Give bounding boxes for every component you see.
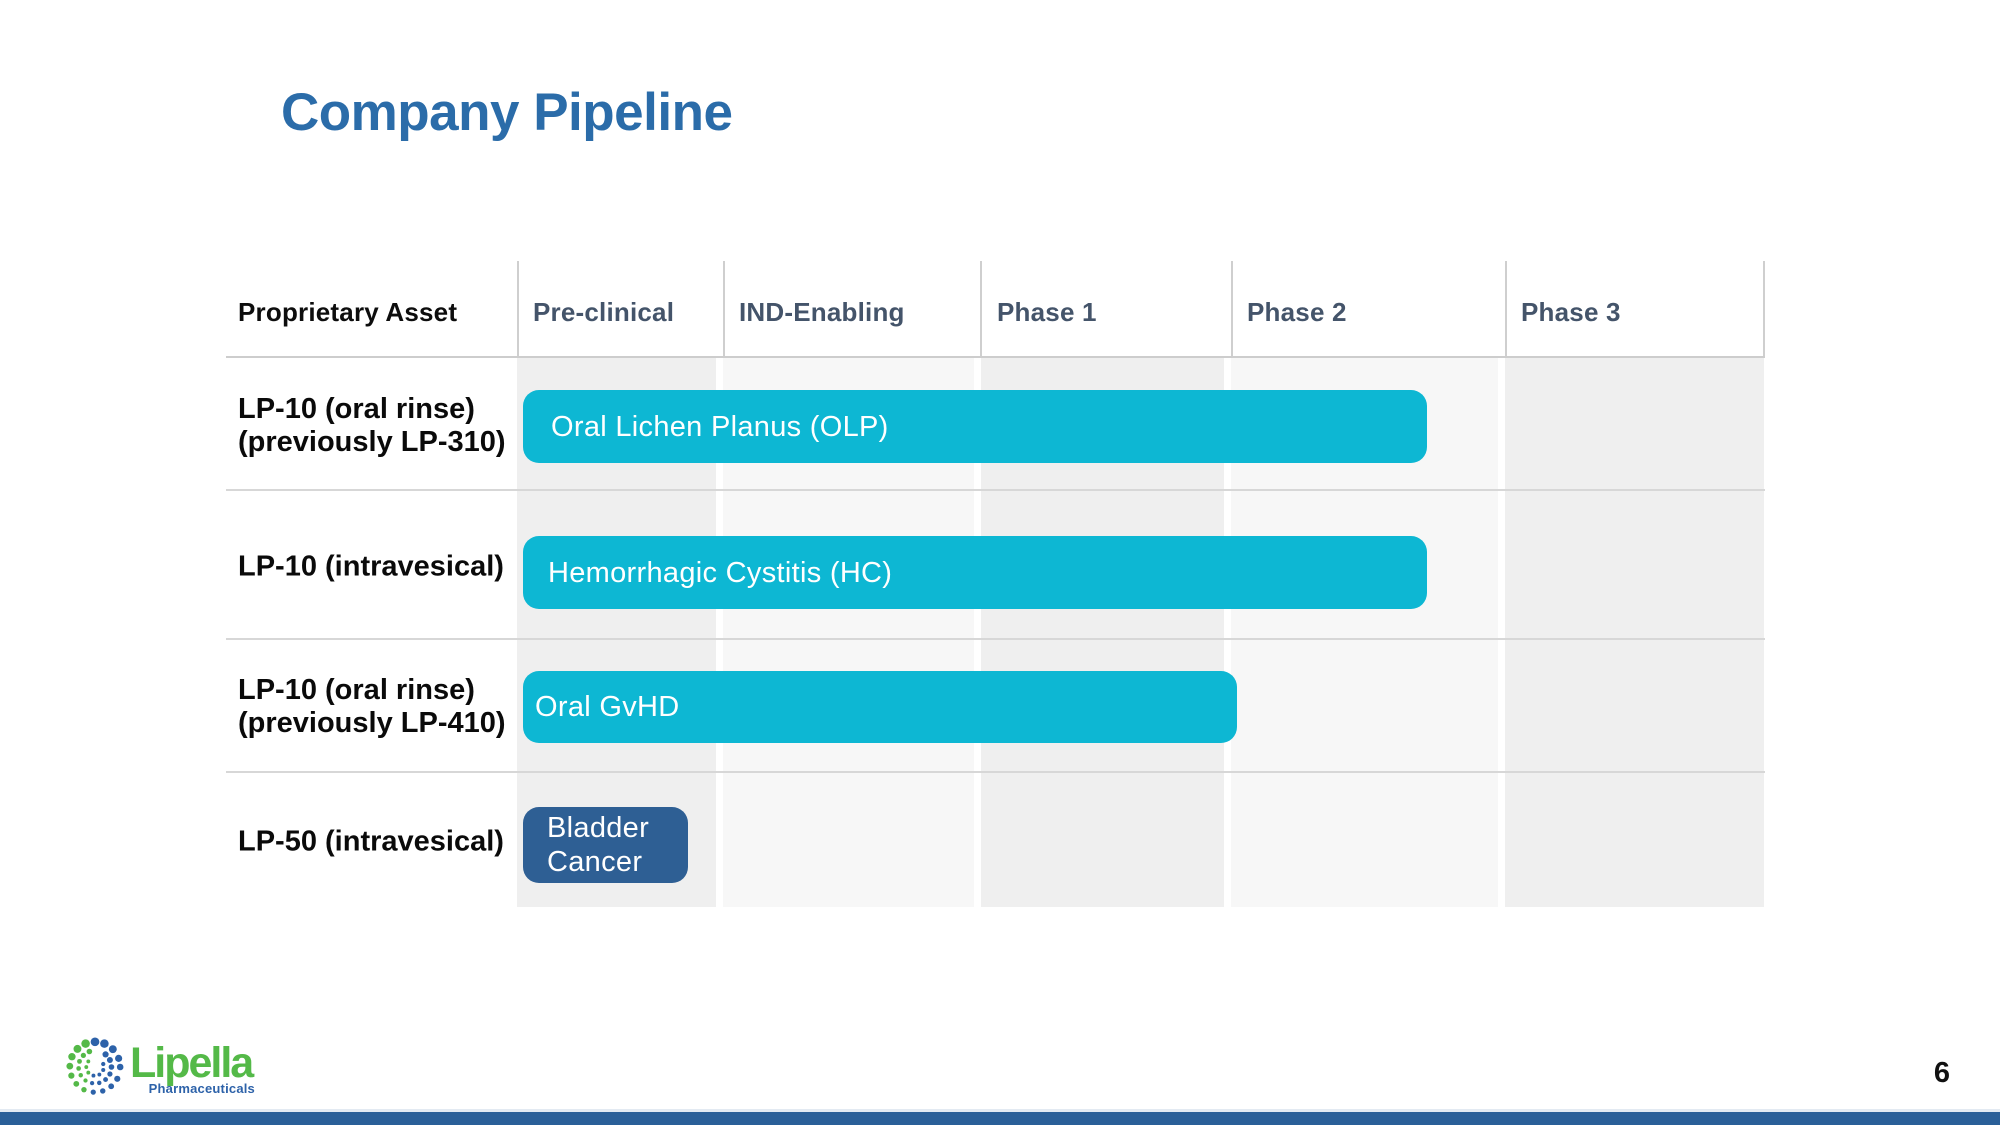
asset-name-alias: (previously LP-310) xyxy=(238,426,518,459)
header-divider xyxy=(1505,261,1507,358)
pipeline-bar-oral-gvhd: Oral GvHD xyxy=(523,671,1237,743)
page-number: 6 xyxy=(1934,1057,1950,1090)
header-divider xyxy=(1763,261,1765,358)
row-separator xyxy=(226,638,1765,640)
column-header-phase2: Phase 2 xyxy=(1247,297,1347,328)
pipeline-bar-hc: Hemorrhagic Cystitis (HC) xyxy=(523,536,1427,609)
header-divider xyxy=(517,261,519,358)
row-label-lp10-intravesical: LP-10 (intravesical) xyxy=(238,551,518,584)
lipella-logo: Lipella Pharmaceuticals xyxy=(130,1042,255,1096)
bar-label: Oral GvHD xyxy=(535,690,680,724)
column-header-preclinical: Pre-clinical xyxy=(533,297,674,328)
asset-name: LP-10 (oral rinse) xyxy=(238,393,518,426)
asset-name-alias: (previously LP-410) xyxy=(238,707,518,740)
row-label-lp10-oral-rinse-310: LP-10 (oral rinse) (previously LP-310) xyxy=(238,393,518,459)
column-header-ind-enabling: IND-Enabling xyxy=(739,297,905,328)
bar-label: Hemorrhagic Cystitis (HC) xyxy=(548,556,892,590)
row-label-lp10-oral-rinse-410: LP-10 (oral rinse) (previously LP-410) xyxy=(238,674,518,740)
pipeline-bar-olp: Oral Lichen Planus (OLP) xyxy=(523,390,1427,463)
footer-strip xyxy=(0,1109,2000,1125)
lipella-wordmark: Lipella xyxy=(130,1042,255,1084)
lipella-swirl-icon xyxy=(64,1036,126,1098)
bar-label: Oral Lichen Planus (OLP) xyxy=(551,410,889,444)
column-header-proprietary-asset: Proprietary Asset xyxy=(238,297,457,328)
header-divider xyxy=(980,261,982,358)
pipeline-bar-bladder-cancer: Bladder Cancer xyxy=(523,807,688,883)
column-header-phase3: Phase 3 xyxy=(1521,297,1621,328)
header-divider xyxy=(723,261,725,358)
header-divider xyxy=(1231,261,1233,358)
row-separator xyxy=(226,771,1765,773)
header-bottom-rule xyxy=(226,356,1765,358)
column-header-phase1: Phase 1 xyxy=(997,297,1097,328)
asset-name: LP-10 (intravesical) xyxy=(238,551,518,584)
bar-label: Bladder Cancer xyxy=(547,811,680,879)
asset-name: LP-10 (oral rinse) xyxy=(238,674,518,707)
page-title: Company Pipeline xyxy=(281,84,732,142)
column-stripe-phase3 xyxy=(1505,358,1764,907)
asset-name: LP-50 (intravesical) xyxy=(238,826,518,859)
row-separator xyxy=(226,489,1765,491)
row-label-lp50-intravesical: LP-50 (intravesical) xyxy=(238,826,518,859)
pipeline-slide: Company Pipeline Proprietary Asset Pre-c… xyxy=(0,0,2000,1125)
lipella-subtext: Pharmaceuticals xyxy=(130,1081,255,1096)
